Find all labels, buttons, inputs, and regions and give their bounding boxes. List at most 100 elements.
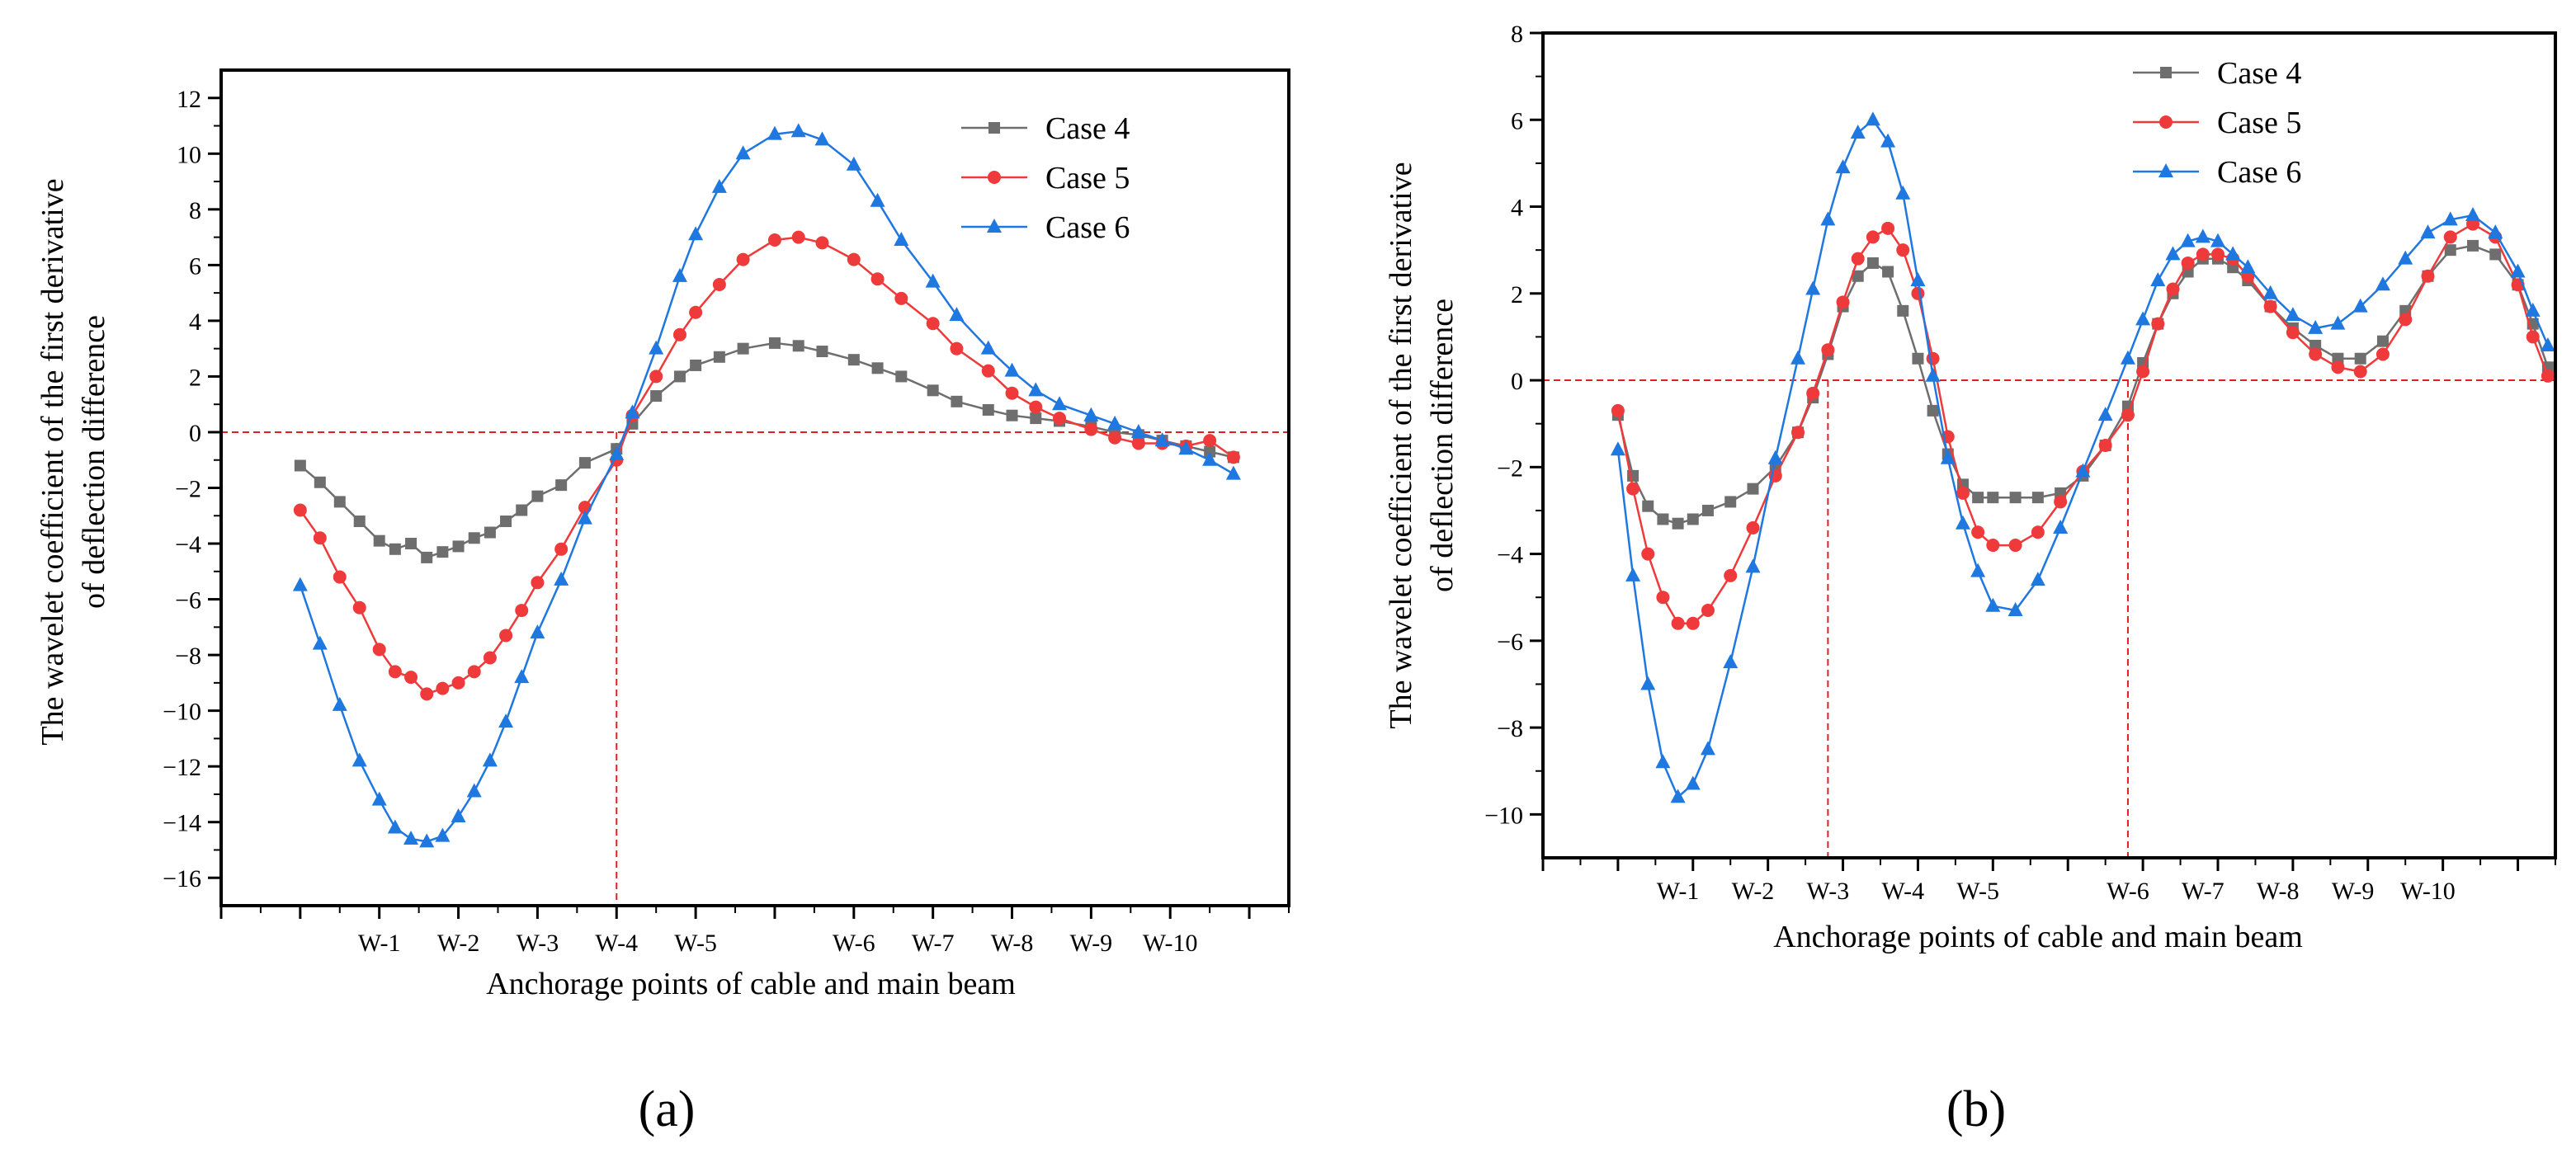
panel-a-case-6-point [351,752,367,767]
panel-a-case-6-point [498,713,514,728]
panel-a-xtick-label: W-10 [1143,930,1198,957]
panel-b-case-5-point [1671,616,1685,630]
panel-a-case-5-point [672,327,686,341]
panel-a-case-4-point [555,479,568,492]
panel-b-case-4-point [2031,492,2044,504]
panel-b-xtick-label: W-8 [2257,878,2300,905]
panel-b-legend-case-4-marker [2160,67,2172,78]
panel-b-xtick-label: W-1 [1657,878,1700,905]
panel-a-ytick-label: −6 [175,587,201,614]
panel-b-case-5-point [2375,347,2390,361]
panel-b-case-5-point [1986,539,2000,553]
panel-b-case-6-point [1790,350,1806,365]
panel-a-case-5-point [1131,436,1145,450]
panel-b-case-6-point [1835,159,1851,174]
panel-a-ytick-label: −14 [163,810,201,837]
panel-a-case-5-point [554,542,569,556]
panel-b-y-axis-label-line1: The wavelet coefficient of the first der… [1384,162,1418,728]
panel-b-case-6-point [1925,367,1941,382]
panel-b-case-6-point [2285,307,2300,322]
panel-a-case-6-point [514,669,530,684]
panel-a-case-4-point [484,526,496,539]
panel-b-ytick-label: 0 [1511,368,1523,395]
panel-a-case-4-point [294,459,306,472]
panel-a-case-4-point [531,490,544,502]
panel-a-case-5-point [1084,422,1098,436]
panel-a-case-5-point [436,681,450,695]
panel-b-case-6-point [2053,520,2069,534]
panel-a-case-6-point [292,577,308,591]
panel-a-case-5-point [420,687,434,701]
panel-b-case-6-point [1955,515,1970,530]
panel-a-case-4-point [436,546,449,558]
panel-a-xtick-label: W-9 [1070,930,1113,957]
panel-a-case-6-point [1028,382,1044,397]
panel-b-ytick-label: −6 [1497,629,1523,656]
panel-b-case-5-point [2263,299,2277,313]
panel-a-case-4-point [951,395,963,407]
panel-a-case-6-point [925,273,941,288]
panel-b-case-5-point [2286,326,2300,340]
panel-a-case-5-point [926,317,940,331]
panel-b-case-5-point [2054,495,2068,509]
panel-b-case-5-point [1866,230,1880,244]
panel-a-case-5-point [736,252,750,266]
panel-b-legend-case-5-label: Case 5 [2217,106,2301,140]
panel-a-case-4-point [389,543,401,555]
panel-a-case-5-point [847,252,861,266]
panel-b-case-5-point [1821,343,1835,357]
panel-a-case-5-point [352,600,366,614]
panel-b-ytick-label: −2 [1497,454,1523,482]
panel-a-case-6-point [735,145,751,160]
panel-a-case-5-point [467,665,481,679]
panel-b-case-6-point [2375,276,2390,291]
panel-b-case-6-point [2442,211,2458,226]
panel-b-case-5-point [1626,482,1640,496]
panel-b-case-6-point [2075,463,2091,478]
panel-b-series [1610,111,2555,803]
panel-a-case-6-point [403,830,419,845]
panel-b-case-4-point [2354,352,2366,365]
panel-a-case-4-point [1006,409,1018,421]
panel-b-case-6-point [1767,450,1783,464]
panel-a-case-4-point [895,370,908,383]
panel-a-case-5-point [333,570,347,584]
panel-b-case-5-point [2421,269,2435,283]
panel-a-case-6-point [649,340,664,355]
panel-b-case-4-point [1852,270,1864,282]
panel-b-case-6-point [2225,246,2241,261]
panel-a-legend: Case 4 Case 5 Case 6 [961,111,1130,245]
panel-a-ytick-label: 2 [189,364,201,391]
panel-b-case-5-point [1701,604,1715,617]
panel-b-case-5-point [1641,547,1655,561]
panel-a-case-4-point [713,351,725,363]
panel-a-chart: −16 −14 −12 −10 −8 −6 −4 −2 0 2 4 6 8 10 12 W-1 W-2 W-3 W-… [35,68,1290,1137]
panel-a-case-4-point [847,354,860,366]
panel-b-case-6-point [1970,563,1986,577]
panel-b-case-5-point [2541,369,2555,383]
panel-b-case-6-point [1723,654,1739,669]
panel-b-case-6-point [2120,350,2135,365]
panel-b-case-5-line [1616,223,2550,625]
panel-b-case-5-point [1851,252,1865,266]
panel-b-case-5-point [2526,330,2540,344]
panel-b-case-5-point [2399,313,2413,327]
panel-a-case-4-point [792,340,804,352]
panel-b-ytick-label: −4 [1497,542,1523,569]
panel-b-case-6-point [2240,259,2256,274]
panel-b-case-6-point [1670,789,1686,803]
panel-a-case-5-line [299,236,1234,695]
panel-b-case-6-point [1820,211,1836,226]
panel-b-ytick-label: 8 [1511,21,1523,48]
panel-b-case-6-point [2420,224,2436,239]
panel-b-legend: Case 4 Case 5 Case 6 [2133,56,2301,190]
panel-b-case-6-point [1655,754,1671,769]
panel-a-ytick-label: −8 [175,643,201,670]
panel-a-case-4-point [314,476,326,488]
panel-a-case-4-point [690,359,702,371]
panel-b-case-6-point [2210,233,2225,247]
panel-b-case-6-point [2195,228,2210,243]
panel-b-legend-case-5-marker [2159,115,2173,129]
panel-a-ytick-label: −4 [175,531,201,558]
